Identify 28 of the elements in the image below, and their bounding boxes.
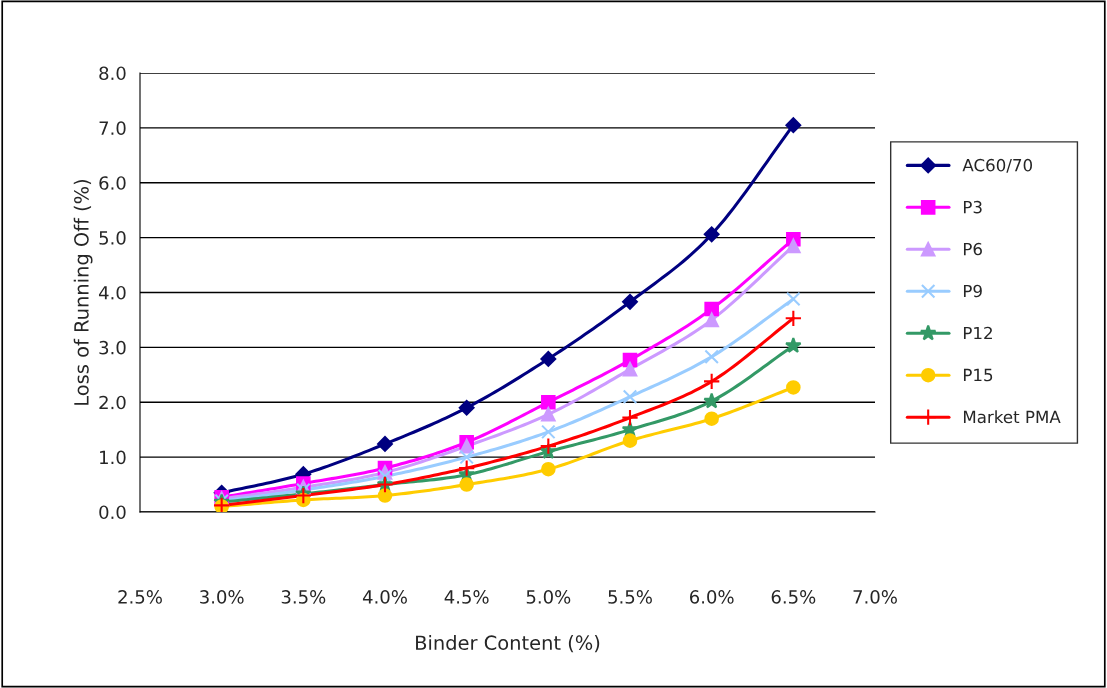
x-tick-label: 5.0% — [526, 590, 571, 604]
y-tick-label: 0.0 — [99, 505, 126, 520]
x-tick-label: 5.5% — [608, 590, 652, 604]
legend-label: P3 — [963, 200, 982, 214]
x-tick-label: 4.5% — [444, 590, 489, 604]
x-axis-title: Binder Content (%) — [416, 635, 600, 653]
y-tick-label: 6.0 — [99, 176, 126, 190]
y-tick-label: 8.0 — [99, 66, 126, 81]
legend-label: P12 — [963, 326, 992, 340]
y-tick-label: 3.0 — [99, 340, 126, 355]
y-tick-label: 1.0 — [100, 450, 126, 465]
x-tick-label: 6.0% — [689, 590, 734, 604]
legend-label: P6 — [963, 242, 982, 256]
y-tick-label: 5.0 — [99, 231, 126, 245]
x-tick-label: 3.0% — [200, 590, 244, 604]
x-tick-label: 3.5% — [281, 590, 326, 604]
y-axis-title: Loss of Running Off (%) — [73, 179, 93, 405]
legend-label: P15 — [963, 368, 993, 382]
x-tick-label: 4.0% — [362, 590, 407, 604]
y-tick-label: 2.0 — [99, 395, 126, 410]
y-tick-label: 7.0 — [99, 121, 126, 135]
legend-label: Market PMA — [963, 410, 1061, 424]
legend-label: P9 — [963, 284, 982, 298]
x-tick-label: 7.0% — [853, 590, 897, 604]
y-tick-label: 4.0 — [98, 285, 126, 300]
x-tick-label: 6.5% — [771, 590, 816, 604]
legend-label: AC60/70 — [962, 158, 1033, 173]
x-tick-label: 2.5% — [118, 590, 162, 604]
